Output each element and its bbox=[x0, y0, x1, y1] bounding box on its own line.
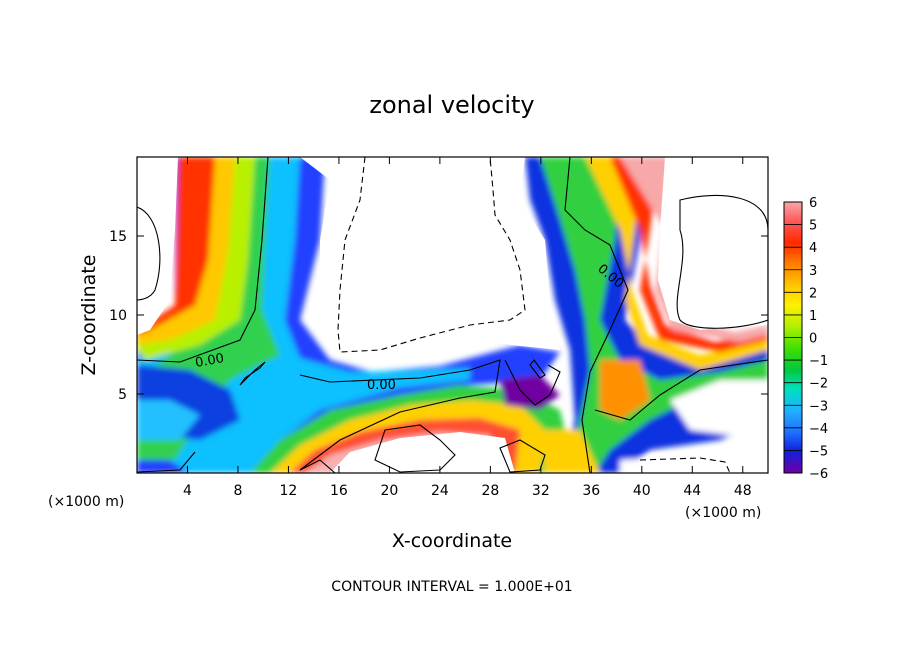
x-tick-label: 36 bbox=[582, 483, 600, 499]
colorbar-tick-label: 2 bbox=[809, 286, 817, 301]
x-tick-label: 4 bbox=[183, 483, 192, 499]
x-axis-label: X-coordinate bbox=[392, 530, 512, 552]
colorbar-tick-label: −6 bbox=[809, 467, 828, 482]
x-tick-label: 28 bbox=[481, 483, 499, 499]
y-axis-label: Z-coordinate bbox=[78, 255, 100, 376]
y-axis: 5 10 15 bbox=[109, 229, 768, 403]
colorbar-tick-label: 1 bbox=[809, 309, 817, 324]
x-tick-label: 40 bbox=[633, 483, 651, 499]
contour-lines bbox=[137, 157, 768, 473]
colorbar-tick-label: 6 bbox=[809, 196, 817, 211]
y-tick-label: 5 bbox=[118, 387, 127, 403]
x-tick-label: 32 bbox=[532, 483, 550, 499]
y-tick-label: 10 bbox=[109, 308, 127, 324]
x-tick-label: 48 bbox=[734, 483, 752, 499]
colorbar-tick-label: −3 bbox=[809, 399, 828, 414]
colorbar-tick-label: 5 bbox=[809, 219, 817, 234]
x-tick-label: 16 bbox=[330, 483, 348, 499]
colorbar-tick-label: −5 bbox=[809, 444, 828, 459]
colorbar-tick-label: 0 bbox=[809, 332, 817, 347]
footer-note: CONTOUR INTERVAL = 1.000E+01 bbox=[331, 579, 572, 595]
chart-title: zonal velocity bbox=[369, 91, 534, 119]
colorbar-tick-label: −2 bbox=[809, 377, 828, 392]
y-tick-label: 15 bbox=[109, 229, 127, 245]
heatmap-field bbox=[137, 157, 768, 473]
x-tick-label: 12 bbox=[280, 483, 298, 499]
x-tick-label: 8 bbox=[233, 483, 242, 499]
colorbar-tick-label: 3 bbox=[809, 264, 817, 279]
x-tick-label: 24 bbox=[431, 483, 449, 499]
contour-lines-negative bbox=[337, 157, 731, 473]
contour-label: 0.00 bbox=[367, 378, 396, 393]
x-axis: 4 8 12 16 20 24 28 32 36 40 44 48 bbox=[183, 157, 752, 499]
colorbar-tick-label: 4 bbox=[809, 241, 817, 256]
x-tick-label: 20 bbox=[380, 483, 398, 499]
x-tick-label: 44 bbox=[683, 483, 701, 499]
colorbar-ticks: 6 5 4 3 2 1 0 −1 −2 −3 −4 −5 −6 bbox=[784, 196, 828, 482]
x-unit-left: (×1000 m) bbox=[48, 494, 124, 510]
x-unit-right: (×1000 m) bbox=[685, 505, 761, 521]
colorbar-tick-label: −1 bbox=[809, 354, 828, 369]
colorbar-tick-label: −4 bbox=[809, 422, 828, 437]
contour-label: 0.00 bbox=[194, 351, 225, 371]
